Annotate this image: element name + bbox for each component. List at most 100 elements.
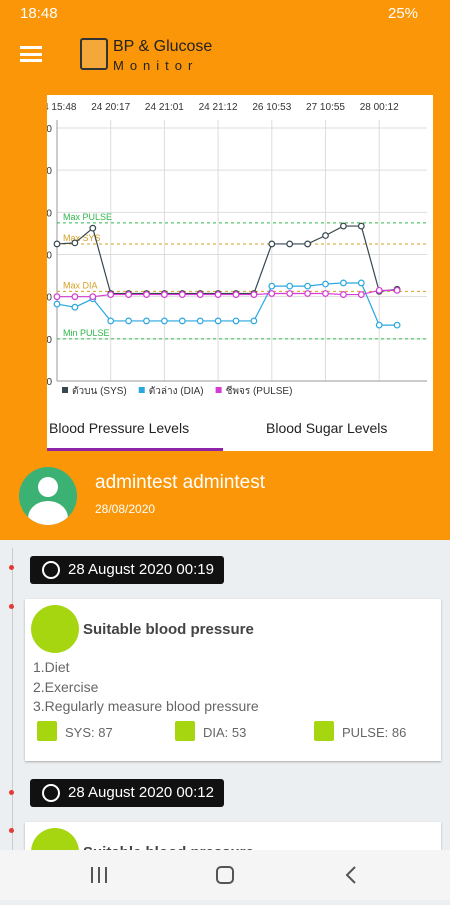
timeline	[12, 548, 13, 858]
point	[214, 291, 222, 298]
point	[71, 239, 79, 247]
point	[393, 321, 401, 329]
point	[322, 280, 329, 288]
point	[304, 290, 312, 297]
logo	[80, 38, 108, 70]
avatar	[19, 467, 77, 525]
point	[286, 240, 294, 248]
point	[107, 317, 115, 325]
nav-bar	[0, 850, 450, 900]
point	[268, 290, 276, 297]
point	[340, 291, 347, 298]
app-bar: BP & Glucose Monitor	[0, 30, 450, 82]
point	[125, 291, 132, 298]
tab-indicator	[47, 448, 223, 451]
point	[357, 291, 365, 298]
timeline-dot	[9, 565, 14, 570]
x-tick-label: 26 10:53	[252, 102, 291, 113]
point	[89, 293, 97, 301]
timeline-dot	[9, 790, 14, 795]
advice: 1.Diet	[33, 659, 70, 675]
entry-date: 28 August 2020 00:19	[30, 556, 224, 584]
point	[53, 293, 61, 301]
legend-label: ตัวบน (SYS)	[72, 386, 127, 397]
user-date: 28/08/2020	[95, 502, 156, 516]
y-tick-label: 80	[47, 293, 52, 304]
x-tick-label: 24 15:48	[47, 102, 77, 113]
point	[178, 291, 186, 298]
stat: DIA: 53	[175, 721, 247, 741]
y-tick-label: 0	[47, 377, 52, 388]
reference-label: Max PULSE	[63, 212, 112, 222]
tab[interactable]: Blood Pressure Levels	[49, 420, 190, 436]
entry-title: Suitable blood pressure	[83, 621, 254, 638]
advice: 2.Exercise	[33, 679, 99, 695]
point	[304, 282, 312, 290]
point	[357, 222, 365, 230]
nav-icons	[91, 866, 356, 884]
y-tick-label: 240	[47, 124, 52, 135]
point	[286, 290, 294, 297]
stat-text: PULSE: 86	[342, 725, 407, 740]
chart-card: 0 40 80 120 160 200 240 24 15:48 24 20:17 24 21:0…	[47, 95, 433, 451]
point	[393, 286, 401, 294]
stat: SYS: 87	[37, 721, 113, 741]
app-title: BP & Glucose	[113, 38, 213, 55]
series-line	[56, 282, 398, 326]
point	[107, 291, 115, 298]
point	[178, 317, 186, 325]
x-tick-label: 28 00:12	[360, 102, 399, 113]
point	[53, 240, 61, 248]
legend-label: ชีพจร (PULSE)	[226, 385, 293, 397]
point	[160, 317, 168, 325]
battery: 25%	[388, 5, 419, 22]
entry-date: 28 August 2020 00:12	[30, 779, 224, 807]
stat-text: SYS: 87	[65, 725, 113, 740]
point	[214, 317, 222, 325]
point	[268, 240, 276, 248]
point	[160, 291, 168, 298]
y-tick-label: 120	[47, 251, 52, 262]
point	[143, 291, 150, 298]
status-icon	[31, 605, 79, 653]
point	[232, 317, 240, 325]
point	[375, 321, 383, 329]
point	[340, 222, 347, 230]
point	[89, 224, 97, 232]
point	[125, 317, 132, 325]
point	[250, 291, 258, 298]
point	[340, 279, 347, 287]
reference-label: Min PULSE	[63, 328, 110, 338]
point	[322, 232, 329, 239]
status-bar: 18:48 25%	[0, 0, 450, 28]
y-tick-label: 160	[47, 208, 52, 219]
y-tick-label: 40	[47, 335, 52, 346]
point	[322, 290, 329, 297]
point	[250, 317, 258, 325]
x-tick-label: 24 21:01	[145, 102, 184, 113]
timeline-dot	[9, 604, 14, 609]
legend-swatch	[215, 387, 222, 393]
y-tick-label: 200	[47, 166, 52, 177]
point	[196, 291, 204, 298]
tab[interactable]: Blood Sugar Levels	[266, 420, 388, 436]
point	[357, 279, 365, 287]
legend-swatch	[62, 387, 68, 393]
chart: 0 40 80 120 160 200 240 24 15:48 24 20:17 24 21:0…	[47, 102, 427, 397]
legend-swatch	[138, 387, 145, 393]
x-tick-label: 24 20:17	[91, 102, 130, 113]
point	[232, 291, 240, 298]
user-name: admintest admintest	[95, 472, 266, 493]
entry-card[interactable]: Suitable blood pressure 1.Diet 2.Exercis…	[25, 599, 441, 761]
stat-text: DIA: 53	[203, 725, 247, 740]
point	[375, 286, 383, 294]
menu-button[interactable]	[20, 46, 42, 62]
point	[286, 282, 294, 290]
point	[196, 317, 204, 325]
x-tick-label: 24 21:12	[199, 102, 238, 113]
point	[268, 282, 276, 290]
legend-label: ตัวล่าง (DIA)	[149, 386, 204, 397]
app-subtitle: Monitor	[113, 58, 199, 73]
point	[71, 303, 79, 311]
